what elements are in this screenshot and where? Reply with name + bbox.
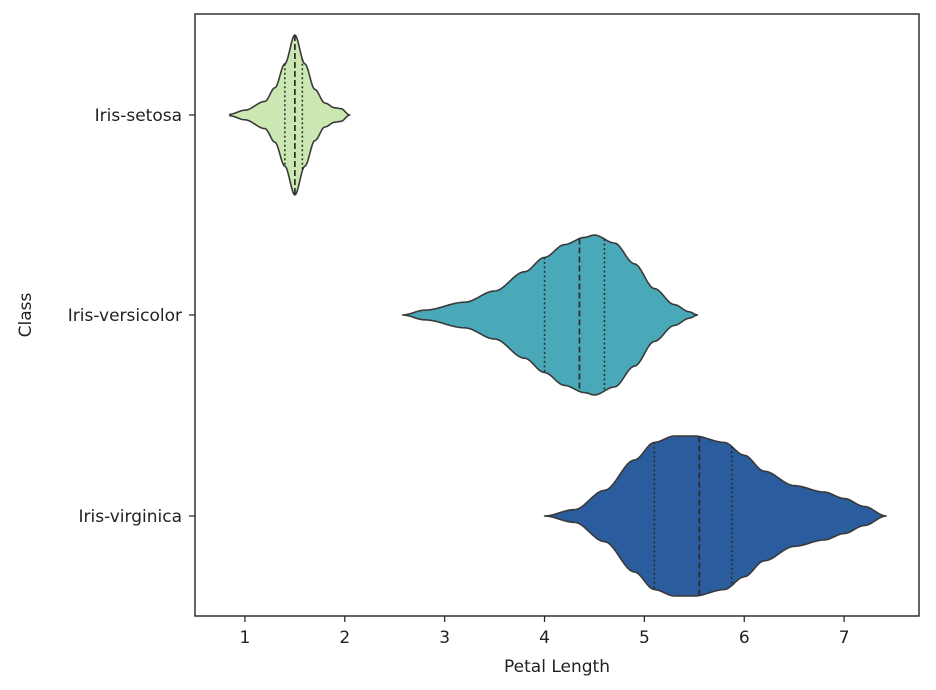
x-tick-label: 7 bbox=[839, 628, 850, 648]
y-tick-label: Iris-setosa bbox=[95, 106, 182, 126]
x-axis: 1 2 3 4 5 6 7 bbox=[240, 616, 850, 648]
violin-body bbox=[401, 234, 699, 396]
violin-iris-virginica bbox=[543, 435, 887, 597]
x-tick-label: 4 bbox=[539, 628, 550, 648]
violin-body bbox=[229, 34, 351, 196]
x-tick-label: 6 bbox=[739, 628, 750, 648]
violin-body bbox=[543, 435, 887, 597]
x-tick-label: 3 bbox=[439, 628, 450, 648]
x-tick-label: 5 bbox=[639, 628, 650, 648]
violin-iris-setosa bbox=[229, 34, 351, 196]
y-tick-label: Iris-virginica bbox=[78, 507, 182, 527]
y-axis: Iris-setosa Iris-versicolor Iris-virginica bbox=[68, 106, 195, 527]
violins-layer bbox=[229, 34, 887, 597]
violin-iris-versicolor bbox=[401, 234, 699, 396]
x-tick-label: 2 bbox=[339, 628, 350, 648]
y-tick-label: Iris-versicolor bbox=[68, 306, 182, 326]
x-axis-label: Petal Length bbox=[504, 657, 610, 677]
y-axis-label: Class bbox=[16, 292, 36, 337]
x-tick-label: 1 bbox=[240, 628, 251, 648]
